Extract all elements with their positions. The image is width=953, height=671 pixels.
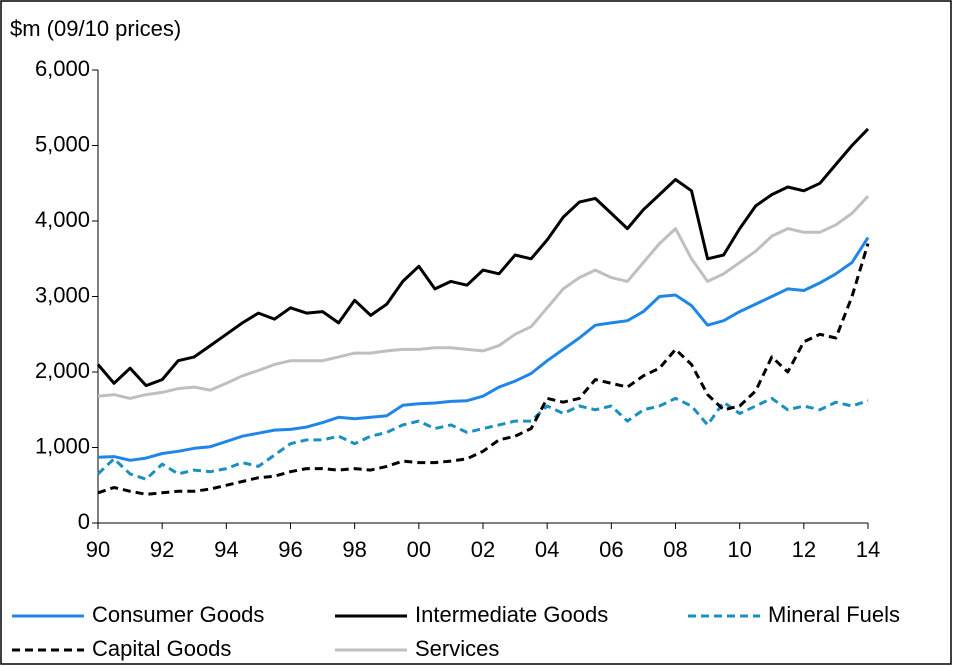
legend-label: Consumer Goods bbox=[92, 602, 264, 627]
y-tick-label: 3,000 bbox=[35, 282, 90, 307]
x-tick-label: 92 bbox=[150, 537, 174, 562]
series-line bbox=[97, 236, 870, 462]
series-line bbox=[97, 243, 870, 496]
x-tick-label: 10 bbox=[727, 537, 751, 562]
y-tick-label: 1,000 bbox=[35, 433, 90, 458]
y-axis-label: $m (09/10 prices) bbox=[10, 16, 181, 41]
x-tick-label: 94 bbox=[214, 537, 238, 562]
x-tick-label: 98 bbox=[342, 537, 366, 562]
y-tick-label: 0 bbox=[78, 509, 90, 534]
legend-label: Mineral Fuels bbox=[768, 602, 900, 627]
series-line bbox=[96, 127, 870, 388]
y-tick-label: 6,000 bbox=[35, 56, 90, 81]
series-line bbox=[97, 195, 870, 400]
x-tick-label: 04 bbox=[535, 537, 559, 562]
x-tick-label: 02 bbox=[471, 537, 495, 562]
x-tick-label: 96 bbox=[278, 537, 302, 562]
x-tick-label: 06 bbox=[599, 537, 623, 562]
x-tick-label: 14 bbox=[856, 537, 880, 562]
legend-label: Intermediate Goods bbox=[415, 602, 608, 627]
y-tick-label: 2,000 bbox=[35, 358, 90, 383]
series-line bbox=[96, 396, 869, 481]
y-tick-label: 4,000 bbox=[35, 207, 90, 232]
x-tick-label: 08 bbox=[663, 537, 687, 562]
y-tick-label: 5,000 bbox=[35, 131, 90, 156]
x-tick-label: 12 bbox=[792, 537, 816, 562]
x-tick-label: 90 bbox=[86, 537, 110, 562]
x-tick-label: 00 bbox=[407, 537, 431, 562]
legend-label: Capital Goods bbox=[92, 636, 231, 661]
legend-label: Services bbox=[415, 636, 499, 661]
